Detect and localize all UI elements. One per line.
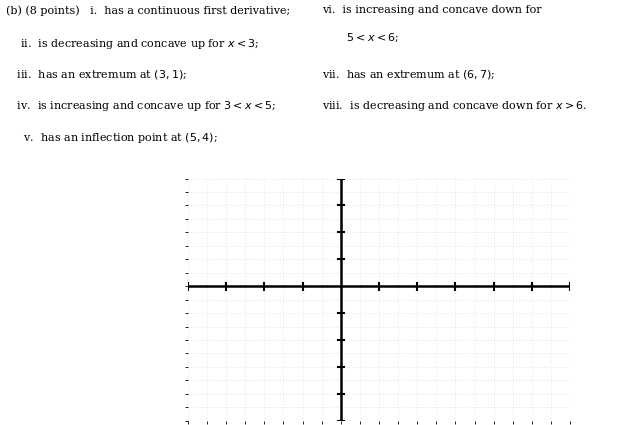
Text: (b) (8 points)   i.  has a continuous first derivative;: (b) (8 points) i. has a continuous first… [6, 5, 290, 16]
Text: vi.  is increasing and concave down for: vi. is increasing and concave down for [322, 5, 541, 15]
Text: vii.  has an extremum at $(6, 7)$;: vii. has an extremum at $(6, 7)$; [322, 68, 495, 81]
Text: viii.  is decreasing and concave down for $x > 6$.: viii. is decreasing and concave down for… [322, 99, 587, 113]
Text: ii.  is decreasing and concave up for $x < 3$;: ii. is decreasing and concave up for $x … [6, 37, 260, 51]
Text: iv.  is increasing and concave up for $3 < x < 5$;: iv. is increasing and concave up for $3 … [6, 99, 277, 113]
Text: v.  has an inflection point at $(5, 4)$;: v. has an inflection point at $(5, 4)$; [6, 131, 218, 145]
Text: iii.  has an extremum at $(3, 1)$;: iii. has an extremum at $(3, 1)$; [6, 68, 187, 81]
Text: $5 < x < 6$;: $5 < x < 6$; [322, 32, 399, 44]
